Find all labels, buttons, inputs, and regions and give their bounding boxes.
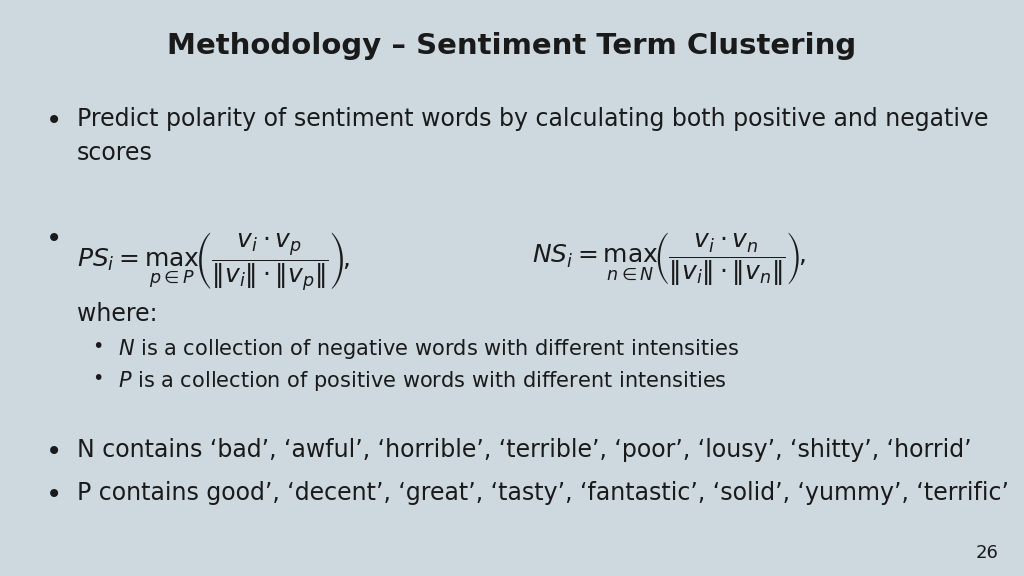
Text: P contains good’, ‘decent’, ‘great’, ‘tasty’, ‘fantastic’, ‘solid’, ‘yummy’, ‘te: P contains good’, ‘decent’, ‘great’, ‘ta…	[77, 481, 1009, 505]
Text: N contains ‘bad’, ‘awful’, ‘horrible’, ‘terrible’, ‘poor’, ‘lousy’, ‘shitty’, ‘h: N contains ‘bad’, ‘awful’, ‘horrible’, ‘…	[77, 438, 972, 462]
Text: Predict polarity of sentiment words by calculating both positive and negative
sc: Predict polarity of sentiment words by c…	[77, 107, 988, 165]
Text: •: •	[46, 107, 62, 135]
Text: •: •	[46, 438, 62, 466]
Text: $NS_i = \underset{n\in N}{\max}\!\left(\dfrac{\mathbf{\mathit{v}}_i\cdot\mathbf{: $NS_i = \underset{n\in N}{\max}\!\left(\…	[532, 230, 806, 287]
Text: •: •	[92, 369, 103, 388]
Text: Methodology – Sentiment Term Clustering: Methodology – Sentiment Term Clustering	[167, 32, 857, 60]
Text: $P$ is a collection of positive words with different intensities: $P$ is a collection of positive words wi…	[118, 369, 727, 393]
Text: $PS_i = \underset{p\in P}{\max}\!\left(\dfrac{\mathbf{\mathit{v}}_i\cdot\mathbf{: $PS_i = \underset{p\in P}{\max}\!\left(\…	[77, 230, 350, 293]
Text: 26: 26	[976, 544, 998, 562]
Text: $N$ is a collection of negative words with different intensities: $N$ is a collection of negative words wi…	[118, 337, 739, 361]
Text: •: •	[46, 225, 62, 253]
Text: •: •	[46, 481, 62, 509]
Text: where:: where:	[77, 302, 158, 327]
Text: •: •	[92, 337, 103, 356]
